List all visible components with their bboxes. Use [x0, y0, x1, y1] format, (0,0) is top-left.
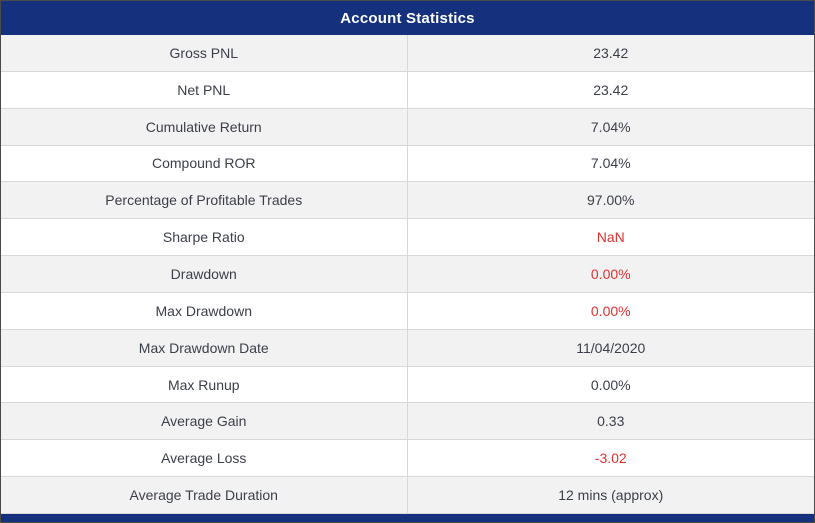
table-row: Drawdown 0.00% [1, 256, 814, 293]
stat-value: 97.00% [587, 192, 635, 209]
stat-label: Max Drawdown Date [1, 329, 408, 366]
stat-value: 0.00% [590, 302, 631, 319]
stat-label: Average Loss [1, 440, 408, 477]
stat-value: NaN [596, 229, 625, 246]
stat-label: Max Drawdown [1, 292, 408, 329]
stat-value: 11/04/2020 [576, 339, 646, 356]
stat-value: 0.00% [590, 376, 631, 393]
stat-label: Average Trade Duration [1, 477, 408, 513]
table-row: Average Loss -3.02 [1, 440, 814, 478]
stat-label: Max Runup [1, 366, 408, 403]
stat-value: 23.42 [593, 81, 629, 98]
stat-label: Cumulative Return [1, 108, 408, 145]
table-row: Max Drawdown 0.00% [1, 292, 814, 330]
stat-label: Sharpe Ratio [1, 219, 408, 256]
stat-value: 7.04% [590, 155, 631, 172]
table-row: Cumulative Return 7.04% [1, 108, 814, 146]
table-row: Average Trade Duration 12 mins (approx) [1, 477, 814, 514]
table-row: Percentage of Profitable Trades 97.00% [1, 182, 814, 220]
table-row: Average Gain 0.33 [1, 403, 814, 441]
table-row: Net PNL 23.42 [1, 71, 814, 109]
table-header: Account Statistics [1, 1, 814, 35]
stat-value: 7.04% [590, 118, 631, 135]
table-row: Compound ROR 7.04% [1, 145, 814, 183]
stat-value: 12 mins (approx) [558, 487, 664, 504]
stat-value: 23.42 [593, 44, 629, 61]
stat-label: Percentage of Profitable Trades [1, 182, 408, 219]
table-title: Account Statistics [340, 9, 475, 27]
stat-value: 0.00% [590, 265, 631, 282]
table-row: Sharpe Ratio NaN [1, 219, 814, 257]
stat-value: 0.33 [597, 413, 625, 430]
table-row: Max Drawdown Date 11/04/2020 [1, 329, 814, 367]
stat-label: Drawdown [1, 256, 408, 292]
stat-label: Gross PNL [1, 35, 408, 71]
stat-label: Net PNL [1, 71, 408, 108]
table-row: Max Runup 0.00% [1, 366, 814, 404]
stat-label: Compound ROR [1, 145, 408, 182]
table-body: Gross PNL 23.42 Net PNL 23.42 Cumulative… [1, 35, 814, 514]
stat-label: Average Gain [1, 403, 408, 440]
table-footer-strip [1, 514, 814, 522]
stat-value: -3.02 [594, 450, 627, 467]
table-row: Gross PNL 23.42 [1, 35, 814, 72]
